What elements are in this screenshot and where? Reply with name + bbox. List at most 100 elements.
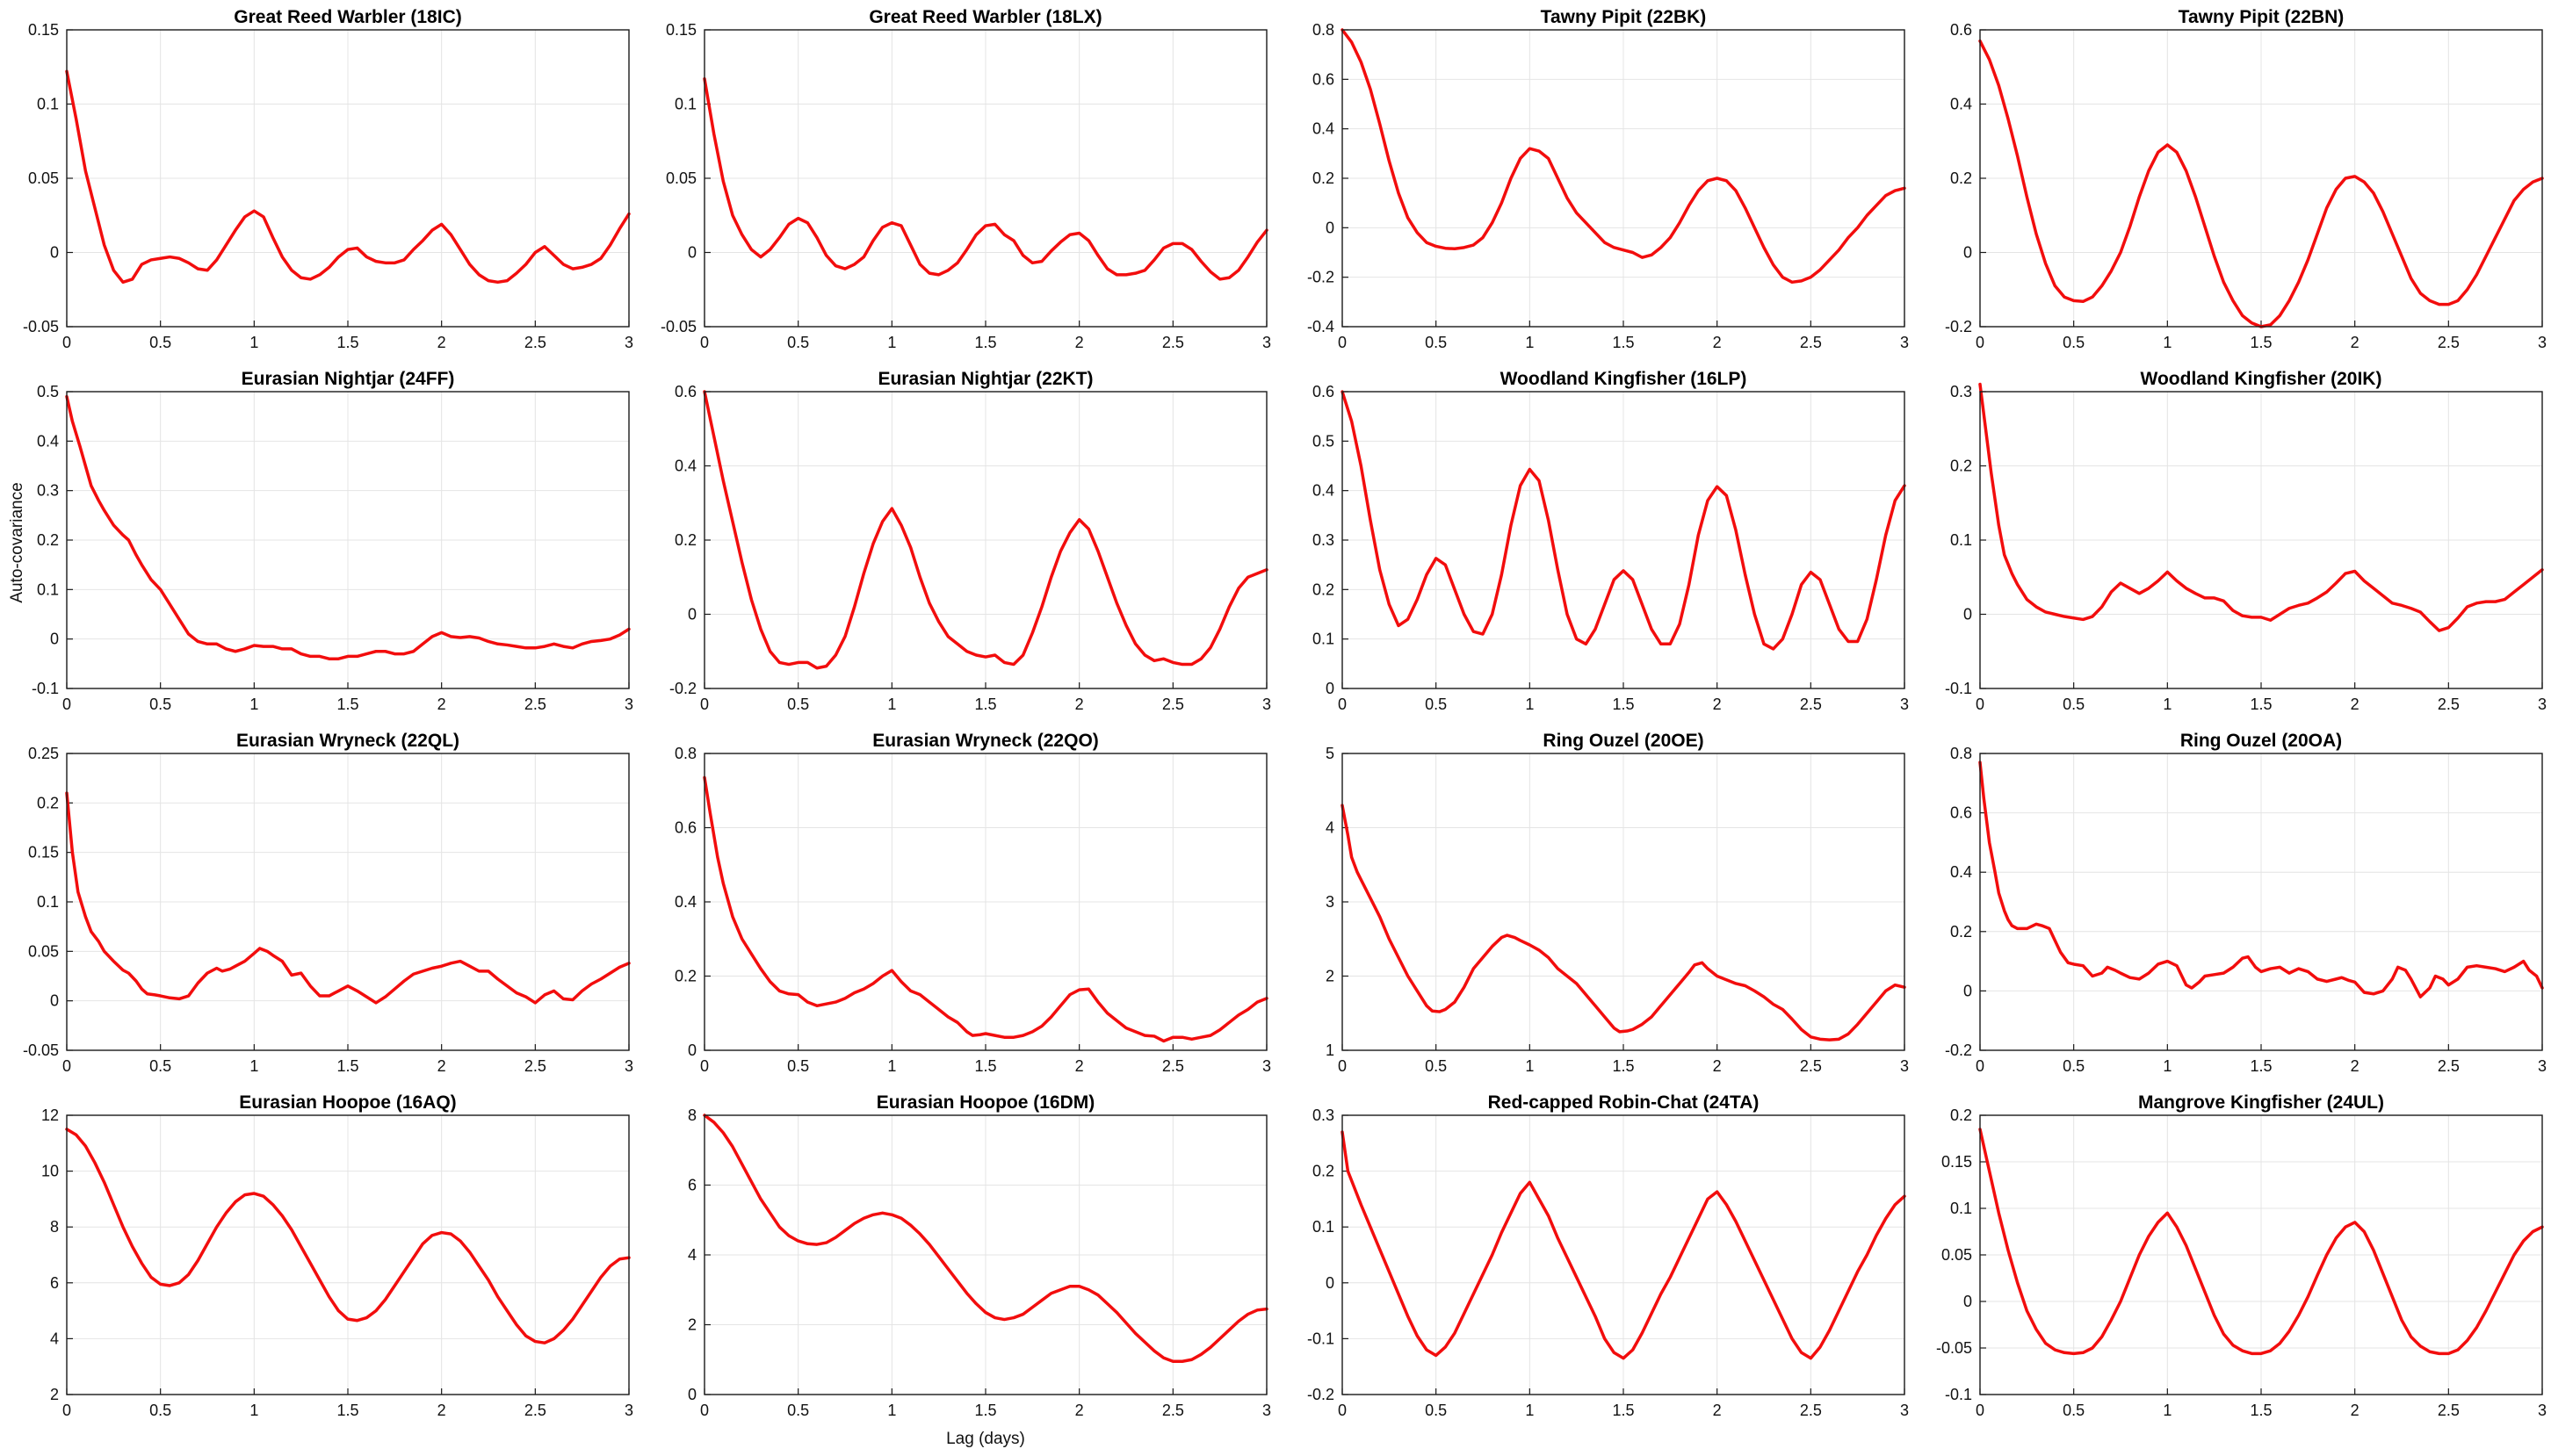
- y-tick-label: 0.15: [28, 21, 59, 39]
- y-tick-label: 0.1: [1312, 1218, 1334, 1236]
- x-tick-label: 2.5: [524, 1402, 546, 1419]
- x-tick-label: 1.5: [2250, 696, 2272, 713]
- y-tick-label: 0.4: [1950, 96, 1972, 113]
- x-tick-label: 0.5: [149, 1057, 171, 1075]
- x-tick-label: 0.5: [149, 334, 171, 351]
- y-tick-label: 0.05: [1941, 1246, 1972, 1264]
- x-tick-label: 0: [1976, 334, 1984, 351]
- x-tick-label: 1.5: [336, 334, 358, 351]
- y-tick-label: 0.6: [675, 819, 697, 837]
- axes-box: [1979, 1114, 2543, 1395]
- x-tick-label: 1: [2163, 696, 2172, 713]
- x-tick-label: 1: [1525, 696, 1534, 713]
- y-tick-label: 0.15: [1941, 1153, 1972, 1171]
- x-tick-label: 3: [1262, 696, 1271, 713]
- axes-box: [1979, 753, 2543, 1051]
- axes-box: [704, 1114, 1268, 1395]
- x-tick-label: 2.5: [524, 1057, 546, 1075]
- autocovariance-plot: 0 0.5 1 1.5 2 2.5 3-0.200.20.40.6: [669, 383, 1271, 713]
- x-tick-label: 3: [625, 1057, 633, 1075]
- x-tick-label: 2.5: [1800, 1402, 1822, 1419]
- x-tick-label: 0: [1976, 1402, 1984, 1419]
- x-tick-label: 3: [1262, 1057, 1271, 1075]
- y-tick-label: 0.4: [1312, 120, 1334, 138]
- y-tick-label: 0.15: [666, 21, 697, 39]
- panel-tawny-pipit-22bn: Tawny Pipit (22BN) 0 0.5 1 1.5 2 2.5 3 -0.2 0 0.2…: [1913, 0, 2551, 362]
- axes-box: [66, 391, 630, 689]
- panel-eurasian-hoopoe-16aq: Eurasian Hoopoe (16AQ) 0 0.5 1 1.5 2 2.5 3 2 4 6 8…: [0, 1085, 638, 1456]
- x-tick-label: 2: [1713, 334, 1722, 351]
- autocovariance-line: [65, 791, 631, 1005]
- x-tick-label: 1.5: [336, 1057, 358, 1075]
- y-tick-label: 0: [1963, 1293, 1972, 1310]
- autocovariance-line: [65, 1128, 631, 1344]
- axes-box: [1341, 391, 1905, 689]
- x-tick-label: 1: [1525, 1057, 1534, 1075]
- panel-title: Tawny Pipit (22BN): [2178, 7, 2345, 27]
- y-tick-label: 0.8: [1950, 745, 1972, 762]
- axes-box: [1341, 1114, 1905, 1395]
- x-tick-label: 2: [437, 696, 446, 713]
- x-tick-label: 3: [1262, 334, 1271, 351]
- autocovariance-plot: 0 0.5 1 1.5 2 2.5 3 -0.1 -0.05 0 0.05 0.1 0.15 0.2: [1936, 1106, 2547, 1419]
- y-tick-label: 4: [50, 1330, 59, 1347]
- x-tick-label: 0: [1338, 1402, 1347, 1419]
- autocovariance-plot: 0 0.5 1 1.5 2 2.5 3 0 2 4 6 8: [688, 1106, 1271, 1419]
- x-tick-label: 1: [887, 696, 896, 713]
- x-tick-label: 2.5: [1162, 334, 1184, 351]
- y-tick-label: 0: [688, 244, 697, 262]
- autocovariance-plot: 0 0.5 1 1.5 2 2.5 3 -0.2 -0.1 0 0.1 0.2 0.3: [1307, 1106, 1909, 1419]
- x-tick-label: 0.5: [2063, 334, 2085, 351]
- y-tick-label: 0.3: [1312, 531, 1334, 549]
- x-tick-label: 1.5: [1612, 1057, 1634, 1075]
- x-tick-label: 3: [625, 334, 633, 351]
- autocovariance-line: [1978, 1128, 2544, 1356]
- x-tick-label: 0.5: [149, 1402, 171, 1419]
- y-tick-label: 0: [1326, 680, 1334, 697]
- y-tick-label: 0.1: [37, 580, 59, 598]
- axes-box: [704, 753, 1268, 1051]
- y-tick-label: 0.5: [37, 383, 59, 400]
- y-tick-label: 0.1: [37, 893, 59, 911]
- x-tick-label: 1.5: [974, 1402, 996, 1419]
- panel-eurasian-wryneck-22qo: Eurasian Wryneck (22QO) 0 0.5 1 1.5 2 2.5 3 0 0.…: [638, 724, 1276, 1085]
- y-tick-label: 0.05: [666, 169, 697, 187]
- panel-title: Eurasian Wryneck (22QO): [872, 731, 1099, 751]
- panel-title: Eurasian Hoopoe (16AQ): [239, 1092, 457, 1113]
- autocovariance-line: [1978, 382, 2544, 632]
- panel-great-reed-warbler-18lx: Great Reed Warbler (18LX) 0 0.5 1 1.5 2 2.5 3 -…: [638, 0, 1276, 362]
- y-tick-label: 0.2: [1950, 169, 1972, 187]
- autocovariance-plot: 0 0.5 1 1.5 2 2.5 3-0.200.20.40.6: [1945, 21, 2547, 351]
- panel-title: Tawny Pipit (22BK): [1540, 7, 1707, 27]
- panel-eurasian-hoopoe-16dm: Eurasian Hoopoe (16DM) 0 0.5 1 1.5 2 2.5 3 0 2 4 6…: [638, 1085, 1276, 1456]
- y-tick-label: -0.05: [1936, 1339, 1972, 1357]
- y-tick-label: 0: [50, 244, 59, 262]
- y-tick-label: 0.6: [1950, 21, 1972, 39]
- x-tick-label: 3: [1900, 334, 1909, 351]
- autocovariance-plot: 0 0.5 1 1.5 2 2.5 3 0 0.2 0.4 0.6 0.8: [675, 745, 1271, 1075]
- x-tick-label: 2.5: [2438, 696, 2460, 713]
- y-tick-label: 0.2: [1950, 1106, 1972, 1124]
- autocovariance-line: [1341, 804, 1906, 1042]
- y-tick-label: 0.2: [1950, 458, 1972, 475]
- x-tick-label: 2.5: [2438, 1402, 2460, 1419]
- x-tick-label: 0.5: [149, 696, 171, 713]
- axes-box: [1341, 29, 1905, 328]
- panel-title: Eurasian Nightjar (22KT): [878, 369, 1094, 389]
- x-tick-label: 0: [1338, 334, 1347, 351]
- x-tick-label: 0: [1976, 696, 1984, 713]
- x-tick-label: 2: [437, 1402, 446, 1419]
- y-tick-label: 0.6: [1312, 383, 1334, 400]
- y-tick-label: 0.1: [675, 96, 697, 113]
- panel-eurasian-nightjar-22kt: Eurasian Nightjar (22KT) 0 0.5 1 1.5 2 2.5 3 -0…: [638, 362, 1276, 724]
- x-tick-label: 2: [2351, 1057, 2359, 1075]
- panel-great-reed-warbler-18ic: Great Reed Warbler (18IC) 0 0.5 1 1.5 2 2.5 3 -…: [0, 0, 638, 362]
- x-tick-label: 3: [2538, 1402, 2547, 1419]
- panel-tawny-pipit-22bk: Tawny Pipit (22BK) 0 0.5 1 1.5 2 2.5 3 -0.4 -0.2…: [1276, 0, 1913, 362]
- y-tick-label: 0.2: [675, 968, 697, 985]
- y-tick-label: 0.4: [37, 432, 59, 450]
- y-tick-label: 0.2: [1312, 169, 1334, 187]
